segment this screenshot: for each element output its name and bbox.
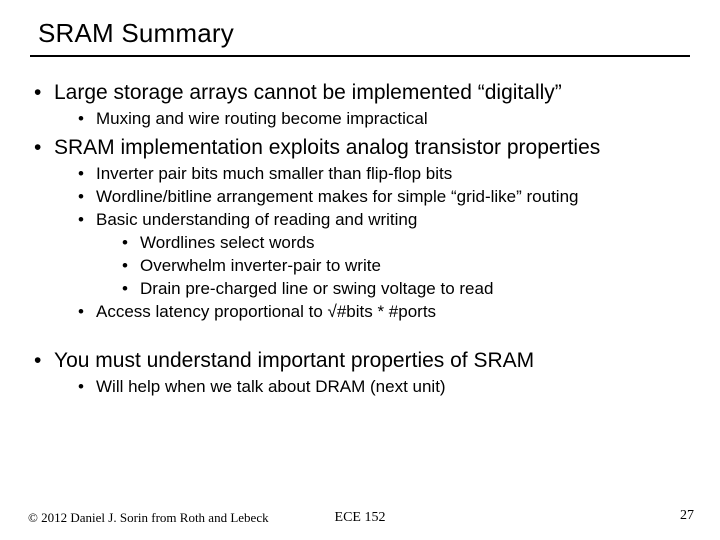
bullet-list-level2: Muxing and wire routing become impractic… [76, 108, 698, 131]
slide-title: SRAM Summary [30, 18, 690, 55]
bullet-text: Large storage arrays cannot be implement… [54, 81, 562, 104]
bullet-l3: Wordlines select words [120, 232, 698, 255]
bullet-l3: Overwhelm inverter-pair to write [120, 255, 698, 278]
bullet-text: Drain pre-charged line or swing voltage … [140, 279, 493, 298]
bullet-text: You must understand important properties… [54, 349, 534, 372]
footer-page-number: 27 [680, 508, 694, 524]
slide-footer: © 2012 Daniel J. Sorin from Roth and Leb… [0, 506, 720, 526]
title-underline [30, 55, 690, 57]
bullet-l2: Wordline/bitline arrangement makes for s… [76, 186, 698, 209]
bullet-l2: Access latency proportional to √#bits * … [76, 301, 698, 324]
spacer [30, 328, 698, 346]
slide-body: Large storage arrays cannot be implement… [30, 78, 698, 403]
slide: SRAM Summary Large storage arrays cannot… [0, 0, 720, 540]
bullet-list-level2: Will help when we talk about DRAM (next … [76, 376, 698, 399]
footer-course: ECE 152 [0, 510, 720, 526]
bullet-list-level2: Inverter pair bits much smaller than fli… [76, 163, 698, 324]
bullet-l2: Inverter pair bits much smaller than fli… [76, 163, 698, 186]
bullet-l3: Drain pre-charged line or swing voltage … [120, 278, 698, 301]
bullet-text: Wordlines select words [140, 233, 314, 252]
bullet-l1: SRAM implementation exploits analog tran… [30, 135, 698, 324]
bullet-l2: Will help when we talk about DRAM (next … [76, 376, 698, 399]
bullet-text: Access latency proportional to √#bits * … [96, 302, 436, 321]
bullet-list-level3: Wordlines select words Overwhelm inverte… [120, 232, 698, 301]
bullet-text: Will help when we talk about DRAM (next … [96, 377, 446, 396]
bullet-text: Inverter pair bits much smaller than fli… [96, 164, 452, 183]
bullet-text: Muxing and wire routing become impractic… [96, 109, 428, 128]
bullet-l2: Basic understanding of reading and writi… [76, 209, 698, 301]
bullet-l1: You must understand important properties… [30, 348, 698, 399]
bullet-l1: Large storage arrays cannot be implement… [30, 80, 698, 131]
bullet-text: Basic understanding of reading and writi… [96, 210, 417, 229]
bullet-list-level1: You must understand important properties… [30, 348, 698, 399]
bullet-l2: Muxing and wire routing become impractic… [76, 108, 698, 131]
bullet-text: Wordline/bitline arrangement makes for s… [96, 187, 579, 206]
bullet-text: Overwhelm inverter-pair to write [140, 256, 381, 275]
bullet-text: SRAM implementation exploits analog tran… [54, 136, 600, 159]
bullet-list-level1: Large storage arrays cannot be implement… [30, 80, 698, 324]
title-region: SRAM Summary [30, 18, 690, 57]
